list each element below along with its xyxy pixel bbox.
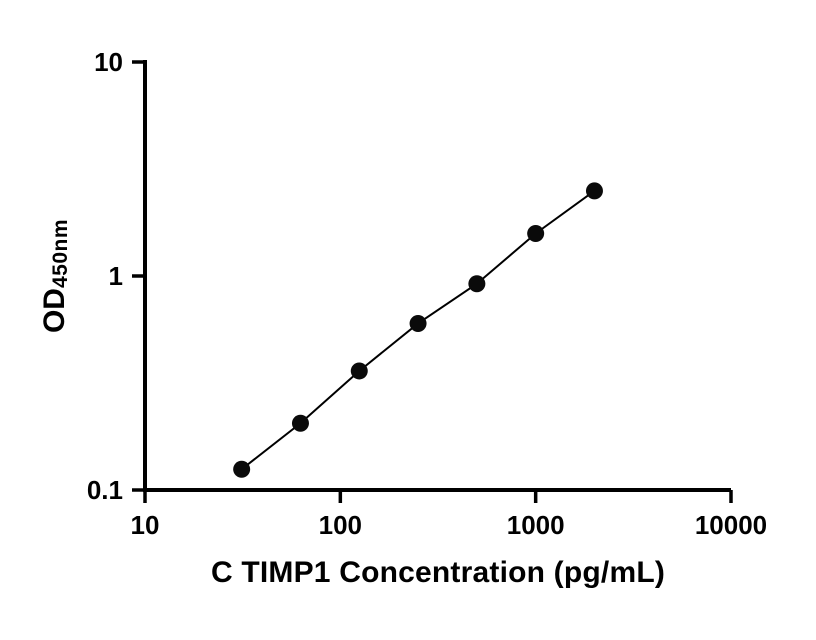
data-point (409, 314, 427, 332)
y-axis-title: OD450nm (35, 126, 75, 426)
y-axis-title-main: OD (38, 288, 71, 334)
x-axis-title: C TIMP1 Concentration (pg/mL) (210, 556, 666, 589)
y-axis-tick-label: 0.1 (87, 475, 123, 505)
y-axis-title-subscript: 450nm (49, 218, 72, 289)
data-point (585, 182, 603, 200)
data-point (527, 224, 545, 242)
data-point (468, 275, 486, 293)
data-point (350, 362, 368, 380)
x-axis-tick-label: 10 (131, 510, 160, 540)
y-axis-tick-label: 10 (94, 47, 123, 77)
x-axis-tick-label: 100 (319, 510, 362, 540)
data-point (291, 414, 309, 432)
x-axis-tick-label: 10000 (695, 510, 767, 540)
y-axis-tick-label: 1 (109, 261, 123, 291)
x-axis-tick-label: 1000 (507, 510, 565, 540)
data-point (233, 460, 251, 478)
